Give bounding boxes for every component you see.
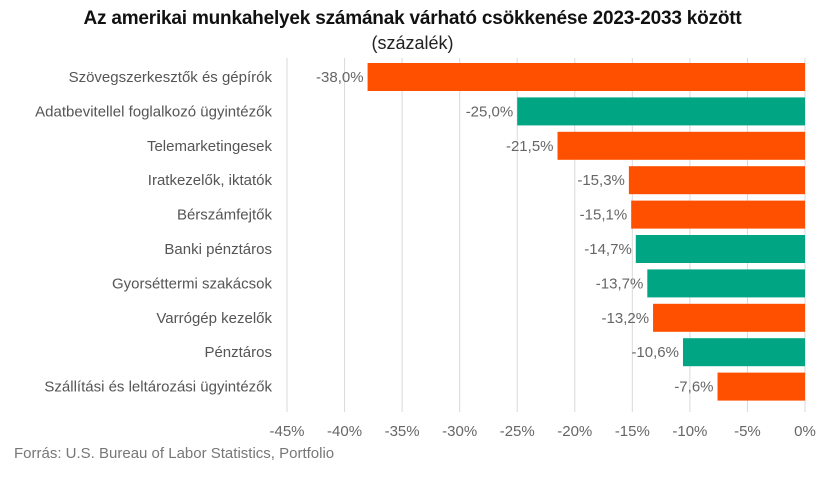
category-label: Telemarketingesek [147, 138, 273, 155]
x-tick-label: -35% [385, 423, 420, 440]
category-label: Adatbevitellel foglalkozó ügyintézők [35, 103, 272, 120]
x-tick-label: -45% [269, 423, 304, 440]
data-label: -7,6% [674, 379, 713, 396]
bar [628, 166, 805, 195]
data-label: -21,5% [506, 138, 554, 155]
data-label: -15,1% [580, 207, 628, 224]
data-label: -13,7% [596, 275, 644, 292]
category-label: Szövegszerkesztők és gépírók [69, 69, 273, 86]
bar [682, 338, 805, 367]
x-tick-label: -15% [615, 423, 650, 440]
category-label: Gyorséttermi szakácsok [112, 275, 273, 292]
bar [647, 269, 805, 298]
x-tick-label: -30% [442, 423, 477, 440]
category-label: Varrógép kezelők [156, 310, 272, 327]
data-label: -15,3% [577, 172, 625, 189]
chart-title: Az amerikai munkahelyek számának várható… [83, 8, 742, 29]
x-tick-label: -25% [500, 423, 535, 440]
category-label: Szállítási és leltározási ügyintézők [44, 379, 272, 396]
x-tick-label: -20% [557, 423, 592, 440]
data-label: -10,6% [631, 344, 679, 361]
chart-subtitle: (százalék) [371, 33, 454, 53]
bar [557, 131, 805, 160]
category-label: Iratkezelők, iktatók [148, 172, 273, 189]
category-label: Pénztáros [204, 344, 272, 361]
bar [635, 235, 805, 263]
data-label: -13,2% [602, 310, 650, 327]
data-label: -38,0% [316, 69, 364, 86]
bar [653, 303, 805, 332]
x-tick-label: -5% [734, 423, 761, 440]
x-tick-label: -10% [672, 423, 707, 440]
source-note: Forrás: U.S. Bureau of Labor Statistics,… [14, 445, 335, 462]
category-label: Bérszámfejtők [177, 207, 273, 224]
data-label: -14,7% [584, 241, 632, 258]
bar [517, 97, 805, 126]
category-label: Banki pénztáros [164, 241, 272, 258]
x-tick-label: 0% [794, 423, 816, 440]
bar [367, 63, 805, 91]
x-tick-label: -40% [327, 423, 362, 440]
bar [631, 200, 805, 229]
bar [717, 372, 805, 401]
data-label: -25,0% [466, 103, 514, 120]
